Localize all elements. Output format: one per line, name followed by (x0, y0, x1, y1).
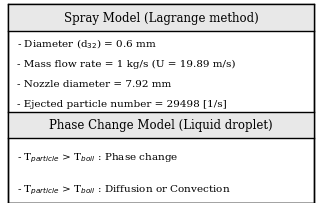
Bar (8, 6, 314, 32)
Text: Spray Model (Lagrange method): Spray Model (Lagrange method) (64, 12, 258, 25)
Bar (8, 112, 314, 138)
Text: - T$_{particle}$ > T$_{boil}$ : Phase change: - T$_{particle}$ > T$_{boil}$ : Phase ch… (17, 151, 179, 164)
Text: - Mass flow rate = 1 kg/s (U = 19.89 m/s): - Mass flow rate = 1 kg/s (U = 19.89 m/s… (17, 59, 236, 68)
Text: - Ejected particle number = 29498 [1/s]: - Ejected particle number = 29498 [1/s] (17, 100, 227, 109)
Text: - T$_{particle}$ > T$_{boil}$ : Diffusion or Convection: - T$_{particle}$ > T$_{boil}$ : Diffusio… (17, 183, 231, 196)
Text: - Diameter (d$_{32}$) = 0.6 mm: - Diameter (d$_{32}$) = 0.6 mm (17, 37, 157, 50)
Text: Phase Change Model (Liquid droplet): Phase Change Model (Liquid droplet) (49, 119, 273, 132)
Text: - Nozzle diameter = 7.92 mm: - Nozzle diameter = 7.92 mm (17, 79, 172, 88)
